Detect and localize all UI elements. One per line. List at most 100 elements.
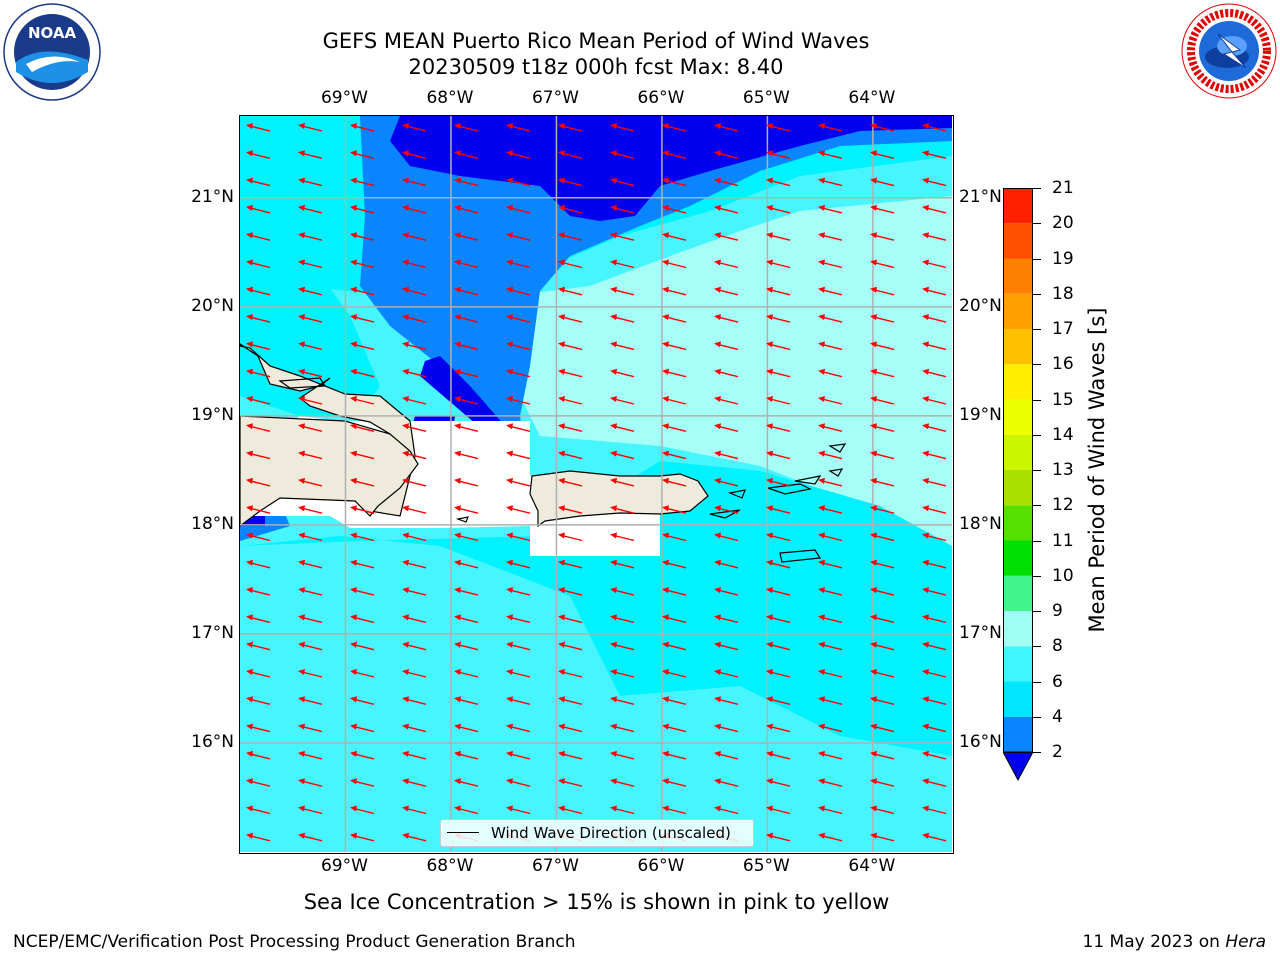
wave-direction-arrow (922, 396, 947, 405)
wave-direction-arrow (818, 505, 843, 514)
wave-direction-arrow (558, 778, 583, 787)
wave-direction-arrow (506, 532, 531, 542)
wave-direction-arrow (402, 232, 427, 241)
wave-direction-arrow (922, 669, 947, 678)
lon-label-bottom: 65°W (742, 856, 790, 876)
wave-direction-arrow (298, 696, 323, 705)
wave-direction-arrow (506, 177, 531, 187)
wave-direction-arrow (350, 505, 375, 514)
wave-direction-arrow (610, 286, 635, 296)
wave-direction-arrow (662, 641, 687, 651)
wave-direction-arrow (506, 669, 531, 678)
wave-direction-arrow (766, 805, 791, 815)
wave-direction-arrow (558, 341, 583, 351)
wave-direction-arrow (402, 477, 427, 487)
wave-direction-arrow (870, 368, 895, 378)
chart-subtitle: 20230509 t18z 000h fcst Max: 8.40 (408, 55, 784, 79)
wave-direction-arrow (766, 314, 791, 323)
colorbar-tick-label: 2 (1052, 742, 1063, 762)
wave-direction-arrow (350, 669, 375, 678)
ocean-4-6-south (240, 461, 952, 756)
wave-direction-arrow (454, 641, 479, 651)
colorbar-segment (1003, 434, 1033, 470)
wave-direction-arrow (454, 232, 479, 241)
wave-direction-arrow (714, 641, 739, 651)
legend-line-swatch (447, 832, 479, 833)
wave-direction-arrow (350, 150, 375, 159)
wave-direction-arrow (506, 286, 531, 296)
wave-direction-arrow (818, 204, 843, 214)
wave-direction-arrow (818, 723, 843, 733)
wave-direction-arrow (714, 669, 739, 678)
map-legend: Wind Wave Direction (unscaled) (440, 819, 754, 847)
colorbar-tick-label: 12 (1052, 495, 1074, 516)
colorbar-label: Mean Period of Wind Waves [s] (1085, 307, 1109, 633)
wave-direction-arrow (714, 505, 739, 514)
wave-direction-arrow (714, 314, 739, 323)
colorbar-tick-label: 14 (1052, 424, 1074, 445)
wave-direction-arrow (870, 587, 895, 596)
lat-label-left: 20°N (191, 295, 234, 316)
lon-label-top: 68°W (426, 88, 474, 108)
wave-direction-arrow (298, 477, 323, 487)
wave-direction-arrow (662, 232, 687, 241)
wave-direction-arrow (714, 150, 739, 159)
wave-direction-arrow (662, 396, 687, 405)
wave-direction-arrow (818, 341, 843, 351)
wave-direction-arrow (402, 696, 427, 705)
wave-direction-arrow (662, 314, 687, 323)
wave-direction-arrow (766, 614, 791, 624)
wave-direction-arrow (610, 423, 635, 432)
wave-direction-arrow (714, 696, 739, 705)
wave-direction-arrow (298, 450, 323, 460)
wave-direction-arrow (402, 204, 427, 214)
wave-direction-arrow (766, 669, 791, 678)
wave-direction-arrow (662, 778, 687, 787)
wave-direction-arrow (454, 259, 479, 269)
wave-direction-arrow (610, 477, 635, 487)
wave-direction-arrow (506, 204, 531, 214)
wave-direction-arrow (610, 532, 635, 542)
wind-wave-arrows (246, 123, 947, 842)
wave-direction-arrow (402, 505, 427, 514)
wave-direction-arrow (246, 368, 271, 378)
wave-direction-arrow (558, 750, 583, 760)
wave-direction-arrow (766, 532, 791, 542)
lat-label-right: 19°N (959, 404, 1002, 425)
wave-direction-arrow (246, 805, 271, 815)
wave-direction-arrow (610, 723, 635, 733)
lat-label-left: 21°N (191, 186, 234, 207)
mona-island (455, 516, 469, 523)
colorbar-tick (1033, 434, 1041, 436)
colorbar-segment (1003, 293, 1033, 329)
wave-direction-arrow (246, 450, 271, 460)
wave-direction-arrow (818, 614, 843, 624)
colorbar-tick (1033, 575, 1041, 577)
wave-direction-arrow (714, 450, 739, 460)
wave-direction-arrow (298, 532, 323, 542)
wave-direction-arrow (558, 286, 583, 296)
wave-direction-arrow (766, 423, 791, 432)
wave-direction-arrow (818, 805, 843, 815)
wave-direction-arrow (506, 587, 531, 596)
colorbar-tick-label: 21 (1052, 178, 1074, 198)
wave-direction-arrow (402, 723, 427, 733)
wave-direction-arrow (402, 532, 427, 542)
colorbar-extend-min (1003, 751, 1033, 782)
wave-direction-arrow (766, 587, 791, 596)
wave-direction-arrow (662, 368, 687, 378)
wave-direction-arrow (506, 805, 531, 815)
lat-label-right: 21°N (959, 186, 1002, 207)
wave-direction-arrow (870, 614, 895, 624)
wave-direction-arrow (870, 450, 895, 460)
wave-direction-arrow (246, 314, 271, 323)
wave-direction-arrow (246, 232, 271, 241)
north-hispaniola-islets (278, 377, 327, 389)
wave-direction-arrow (350, 286, 375, 296)
wave-direction-arrow (402, 669, 427, 678)
colorbar-tick (1033, 329, 1041, 330)
wave-direction-arrow (870, 669, 895, 678)
wave-direction-arrow (558, 423, 583, 432)
wave-direction-arrow (922, 723, 947, 733)
wave-direction-arrow (454, 587, 479, 596)
